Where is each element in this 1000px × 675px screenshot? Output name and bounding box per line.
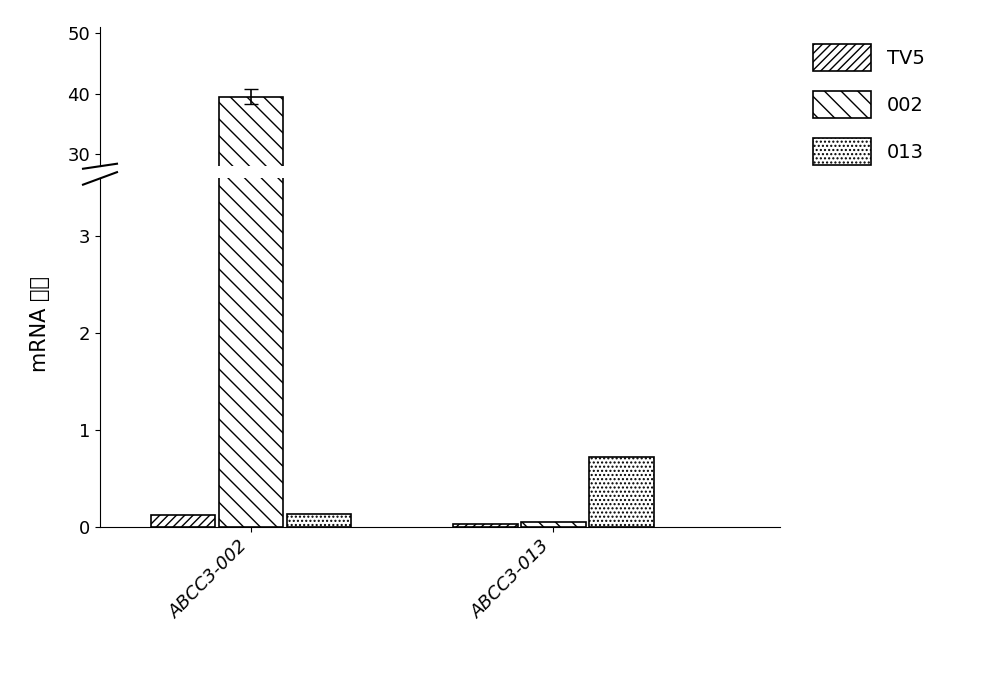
Text: mRNA 水平: mRNA 水平 (30, 276, 50, 372)
Bar (219, 97, 283, 335)
Bar (219, 0, 283, 526)
Bar (589, 457, 654, 526)
Legend: TV5, 002, 013: TV5, 002, 013 (803, 34, 935, 175)
Bar (287, 514, 351, 526)
Bar (453, 524, 518, 527)
Bar (521, 522, 586, 526)
Bar (151, 515, 215, 526)
Bar (589, 331, 654, 335)
